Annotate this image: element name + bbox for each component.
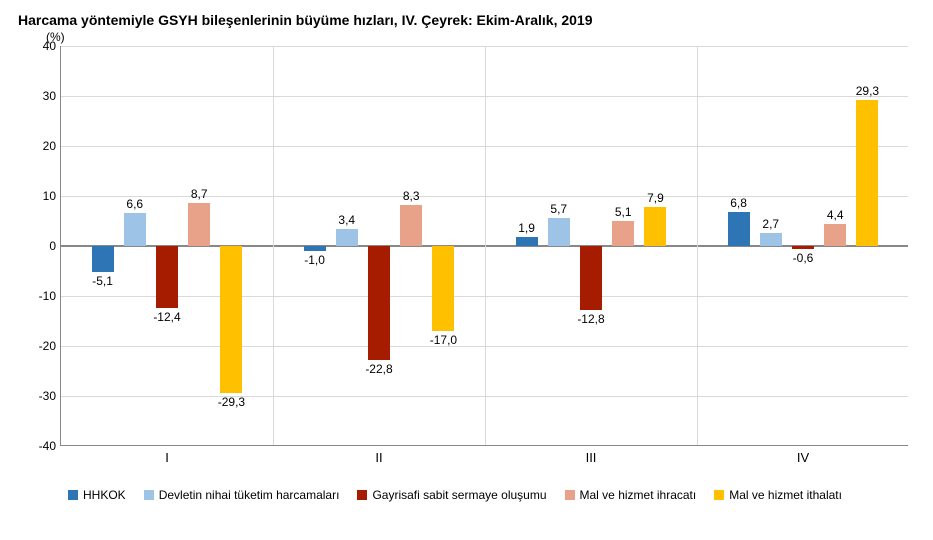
- legend-item: Gayrisafi sabit sermaye oluşumu: [357, 488, 546, 502]
- legend-item: HHKOK: [68, 488, 126, 502]
- y-axis: 403020100-10-20-30-40: [28, 46, 60, 446]
- legend-swatch: [714, 490, 724, 500]
- y-tick-label: 10: [28, 189, 56, 203]
- legend-swatch: [144, 490, 154, 500]
- bar-value-label: 29,3: [847, 84, 887, 98]
- group-separator: [697, 46, 698, 445]
- bar-value-label: 5,7: [539, 202, 579, 216]
- bar: [156, 246, 178, 308]
- y-tick-label: -20: [28, 339, 56, 353]
- bar-value-label: -5,1: [83, 274, 123, 288]
- bar-value-label: 8,7: [179, 187, 219, 201]
- legend-label: Mal ve hizmet ihracatı: [580, 488, 697, 502]
- bar-value-label: 2,7: [751, 217, 791, 231]
- bar: [336, 229, 358, 246]
- bar-value-label: 1,9: [507, 221, 547, 235]
- y-tick-label: 20: [28, 139, 56, 153]
- bar: [124, 213, 146, 246]
- x-category-label: IV: [783, 450, 823, 465]
- bar-value-label: 5,1: [603, 205, 643, 219]
- bar-value-label: 7,9: [635, 191, 675, 205]
- y-tick-label: -30: [28, 389, 56, 403]
- bar: [516, 237, 538, 247]
- bar: [548, 218, 570, 247]
- y-tick-label: -10: [28, 289, 56, 303]
- bar-value-label: 4,4: [815, 208, 855, 222]
- bar-value-label: -1,0: [295, 253, 335, 267]
- legend-item: Devletin nihai tüketim harcamaları: [144, 488, 340, 502]
- bar: [304, 246, 326, 251]
- legend-label: Devletin nihai tüketim harcamaları: [159, 488, 340, 502]
- bar-value-label: 8,3: [391, 189, 431, 203]
- legend-swatch: [565, 490, 575, 500]
- legend-label: Mal ve hizmet ithalatı: [729, 488, 842, 502]
- bar-value-label: 3,4: [327, 213, 367, 227]
- bar: [644, 207, 666, 247]
- x-category-label: II: [359, 450, 399, 465]
- y-tick-label: 0: [28, 239, 56, 253]
- y-tick-label: -40: [28, 439, 56, 453]
- bar-value-label: -12,4: [147, 310, 187, 324]
- bar: [92, 246, 114, 272]
- group-separator: [485, 46, 486, 445]
- bar: [728, 212, 750, 246]
- bar-value-label: -29,3: [211, 395, 251, 409]
- bar: [432, 246, 454, 331]
- chart-title: Harcama yöntemiyle GSYH bileşenlerinin b…: [18, 12, 915, 28]
- bar: [856, 100, 878, 247]
- legend: HHKOK Devletin nihai tüketim harcamaları G…: [68, 488, 915, 502]
- legend-swatch: [68, 490, 78, 500]
- bar: [188, 203, 210, 247]
- legend-item: Mal ve hizmet ithalatı: [714, 488, 842, 502]
- y-tick-label: 40: [28, 39, 56, 53]
- bar: [612, 221, 634, 247]
- bar-value-label: -0,6: [783, 251, 823, 265]
- bar: [760, 233, 782, 247]
- bar: [220, 246, 242, 393]
- x-category-label: I: [147, 450, 187, 465]
- bar-value-label: 6,8: [719, 196, 759, 210]
- bar: [580, 246, 602, 310]
- bar: [792, 246, 814, 249]
- legend-swatch: [357, 490, 367, 500]
- bar: [368, 246, 390, 360]
- legend-item: Mal ve hizmet ihracatı: [565, 488, 697, 502]
- bar-value-label: 6,6: [115, 197, 155, 211]
- chart-container: 403020100-10-20-30-40 I-5,16,6-12,48,7-2…: [28, 46, 908, 466]
- x-category-label: III: [571, 450, 611, 465]
- bar-value-label: -17,0: [423, 333, 463, 347]
- bar: [400, 205, 422, 247]
- y-axis-label: (%): [46, 30, 915, 44]
- legend-label: Gayrisafi sabit sermaye oluşumu: [372, 488, 546, 502]
- bar: [824, 224, 846, 246]
- group-separator: [273, 46, 274, 445]
- bar-value-label: -22,8: [359, 362, 399, 376]
- plot-area: I-5,16,6-12,48,7-29,3II-1,03,4-22,88,3-1…: [60, 46, 908, 446]
- legend-label: HHKOK: [83, 488, 126, 502]
- y-tick-label: 30: [28, 89, 56, 103]
- bar-value-label: -12,8: [571, 312, 611, 326]
